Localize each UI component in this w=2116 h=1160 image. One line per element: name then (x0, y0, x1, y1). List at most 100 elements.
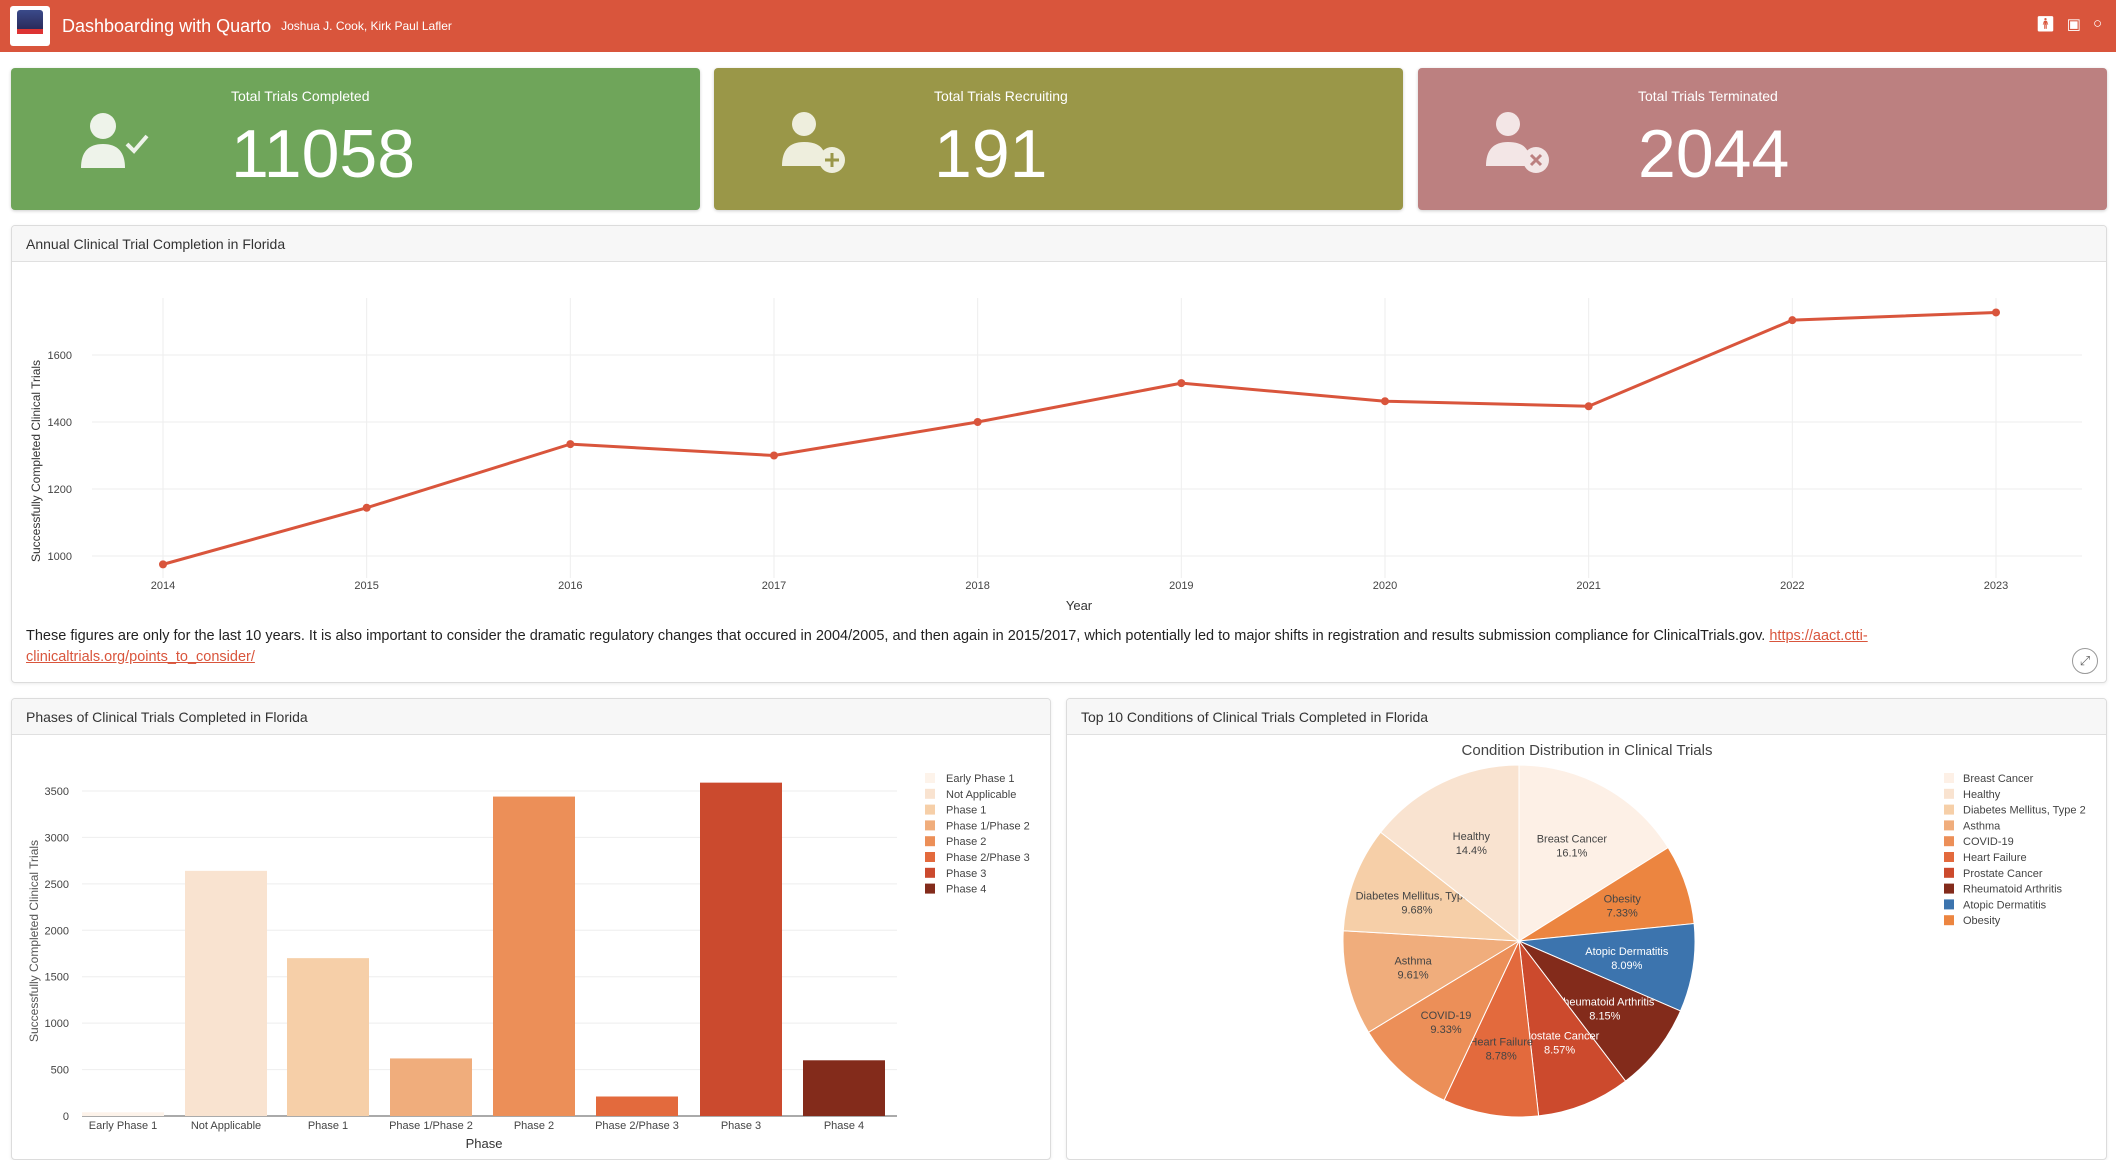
legend-label: Phase 1/Phase 2 (946, 820, 1030, 832)
x-tick-label: 2015 (354, 580, 378, 592)
value-box-terminated: Total Trials Terminated 2044 (1418, 68, 2107, 210)
slice-percent: 8.15% (1589, 1010, 1620, 1022)
bar-chart-card: Phases of Clinical Trials Completed in F… (11, 698, 1051, 1160)
slice-percent: 14.4% (1456, 845, 1487, 857)
slice-label: Diabetes Mellitus, Type 2 (1356, 890, 1479, 902)
slice-label: Asthma (1394, 955, 1432, 967)
data-point (1381, 397, 1389, 406)
legend-label: Healthy (1963, 789, 2001, 801)
legend-swatch (925, 867, 935, 878)
data-point (770, 451, 778, 460)
user-check-icon (81, 113, 149, 168)
legend-label: Phase 2 (946, 836, 986, 848)
pie-slice (1342, 930, 1521, 1033)
pie-slice (1518, 939, 1627, 1117)
line-chart-card: Annual Clinical Trial Completion in Flor… (11, 225, 2107, 683)
data-point (566, 440, 575, 449)
card-title: Phases of Clinical Trials Completed in F… (12, 699, 1050, 735)
legend-label: Asthma (1963, 820, 2001, 832)
data-point (159, 560, 167, 569)
slice-label: Obesity (1604, 894, 1642, 906)
user-plus-icon (782, 112, 845, 173)
x-tick-label: Phase 4 (824, 1120, 864, 1132)
y-tick-label: 1600 (48, 350, 72, 362)
slice-percent: 8.09% (1611, 960, 1642, 972)
slice-percent: 9.61% (1397, 969, 1428, 981)
legend-swatch (1944, 836, 1954, 847)
pie-chart-card: Top 10 Conditions of Clinical Trials Com… (1066, 698, 2107, 1160)
bar (596, 1096, 678, 1116)
x-axis-title: Year (1066, 598, 1093, 613)
x-tick-label: 2017 (762, 580, 786, 592)
value-box-value: 191 (934, 116, 1048, 192)
slice-percent: 8.57% (1544, 1044, 1575, 1056)
pie-slice (1367, 939, 1521, 1101)
legend-swatch (1944, 804, 1954, 815)
reference-link[interactable]: https://aact.ctti-clinicaltrials.org/poi… (26, 628, 1868, 665)
x-tick-label: 2019 (1169, 580, 1193, 592)
y-tick-label: 3000 (45, 832, 69, 844)
person-icon[interactable]: 🚹︎ (2035, 16, 2055, 33)
y-tick-label: 2500 (45, 879, 69, 891)
legend-label: Early Phase 1 (946, 773, 1014, 785)
legend-label: Diabetes Mellitus, Type 2 (1963, 805, 2086, 817)
note-text: These figures are only for the last 10 y… (26, 628, 1770, 644)
value-box-title: Total Trials Completed (231, 88, 370, 104)
slice-label: Prostate Cancer (1520, 1030, 1600, 1042)
bar (185, 870, 267, 1116)
bar-chart[interactable]: 0 500 1000 1500 2000 2500 3000 3500 Early Phase … (12, 699, 1051, 1160)
slice-label: Heart Failure (1469, 1037, 1533, 1049)
y-tick-label: 500 (51, 1065, 69, 1077)
linkedin-icon[interactable]: ▣ (2066, 16, 2081, 33)
legend-swatch (1944, 915, 1954, 926)
legend-label: Atopic Dermatitis (1963, 899, 2047, 911)
series-line (162, 310, 1997, 566)
x-tick-label: Early Phase 1 (89, 1120, 157, 1132)
card-title: Top 10 Conditions of Clinical Trials Com… (1067, 699, 2106, 735)
pie-slice (1518, 764, 1669, 942)
legend-swatch (925, 804, 935, 815)
legend-swatch (1944, 773, 1954, 783)
y-tick-label: 1000 (45, 1018, 69, 1030)
bar (803, 1060, 885, 1116)
y-tick-label: 0 (63, 1111, 69, 1123)
legend-label: Phase 3 (946, 868, 986, 880)
data-point (973, 418, 982, 426)
legend-swatch (1944, 899, 1954, 910)
github-icon[interactable]: ○ (2092, 15, 2102, 32)
legend-swatch (1944, 883, 1954, 894)
slice-label: Atopic Dermatitis (1585, 946, 1669, 958)
pie-chart[interactable]: Condition Distribution in Clinical Trial… (1067, 699, 2107, 1160)
legend-swatch (925, 788, 935, 799)
slice-percent: 9.68% (1401, 904, 1432, 916)
x-tick-label: Not Applicable (191, 1120, 261, 1132)
legend-label: Phase 2/Phase 3 (946, 852, 1030, 864)
y-axis-title: Successfully Completed Clinical Trials (27, 840, 41, 1042)
value-box-completed: Total Trials Completed 11058 (11, 68, 700, 210)
legend-swatch (925, 852, 935, 862)
data-point (1177, 379, 1186, 388)
bar (493, 796, 575, 1116)
slice-percent: 16.1% (1556, 848, 1587, 860)
dashboard-title[interactable]: Dashboarding with Quarto (62, 15, 272, 36)
value-box-recruiting: Total Trials Recruiting 191 (714, 68, 1403, 210)
card-title: Annual Clinical Trial Completion in Flor… (12, 226, 2106, 262)
logo[interactable] (10, 6, 50, 46)
pie-slice (1517, 923, 1696, 1012)
data-point (1584, 402, 1593, 411)
x-tick-label: Phase 3 (721, 1120, 761, 1132)
bar (390, 1058, 472, 1116)
bar (82, 1112, 164, 1116)
y-axis-title: Successfully Completed Clinical Trials (29, 360, 43, 562)
expand-icon[interactable]: ⤢ (2072, 648, 2098, 674)
y-tick-label: 1400 (48, 417, 72, 429)
legend-label: Not Applicable (946, 789, 1016, 801)
legend-swatch (1944, 788, 1954, 799)
slice-label: COVID-19 (1421, 1010, 1472, 1022)
y-tick-label: 1000 (48, 551, 72, 563)
legend-swatch (925, 773, 935, 783)
line-chart[interactable]: 1000 1200 1400 1600 2014 2015 2016 2017 2018 2019… (12, 226, 2107, 683)
bar (700, 782, 782, 1116)
x-tick-label: 2018 (965, 580, 989, 592)
legend-label: COVID-19 (1963, 836, 2014, 848)
